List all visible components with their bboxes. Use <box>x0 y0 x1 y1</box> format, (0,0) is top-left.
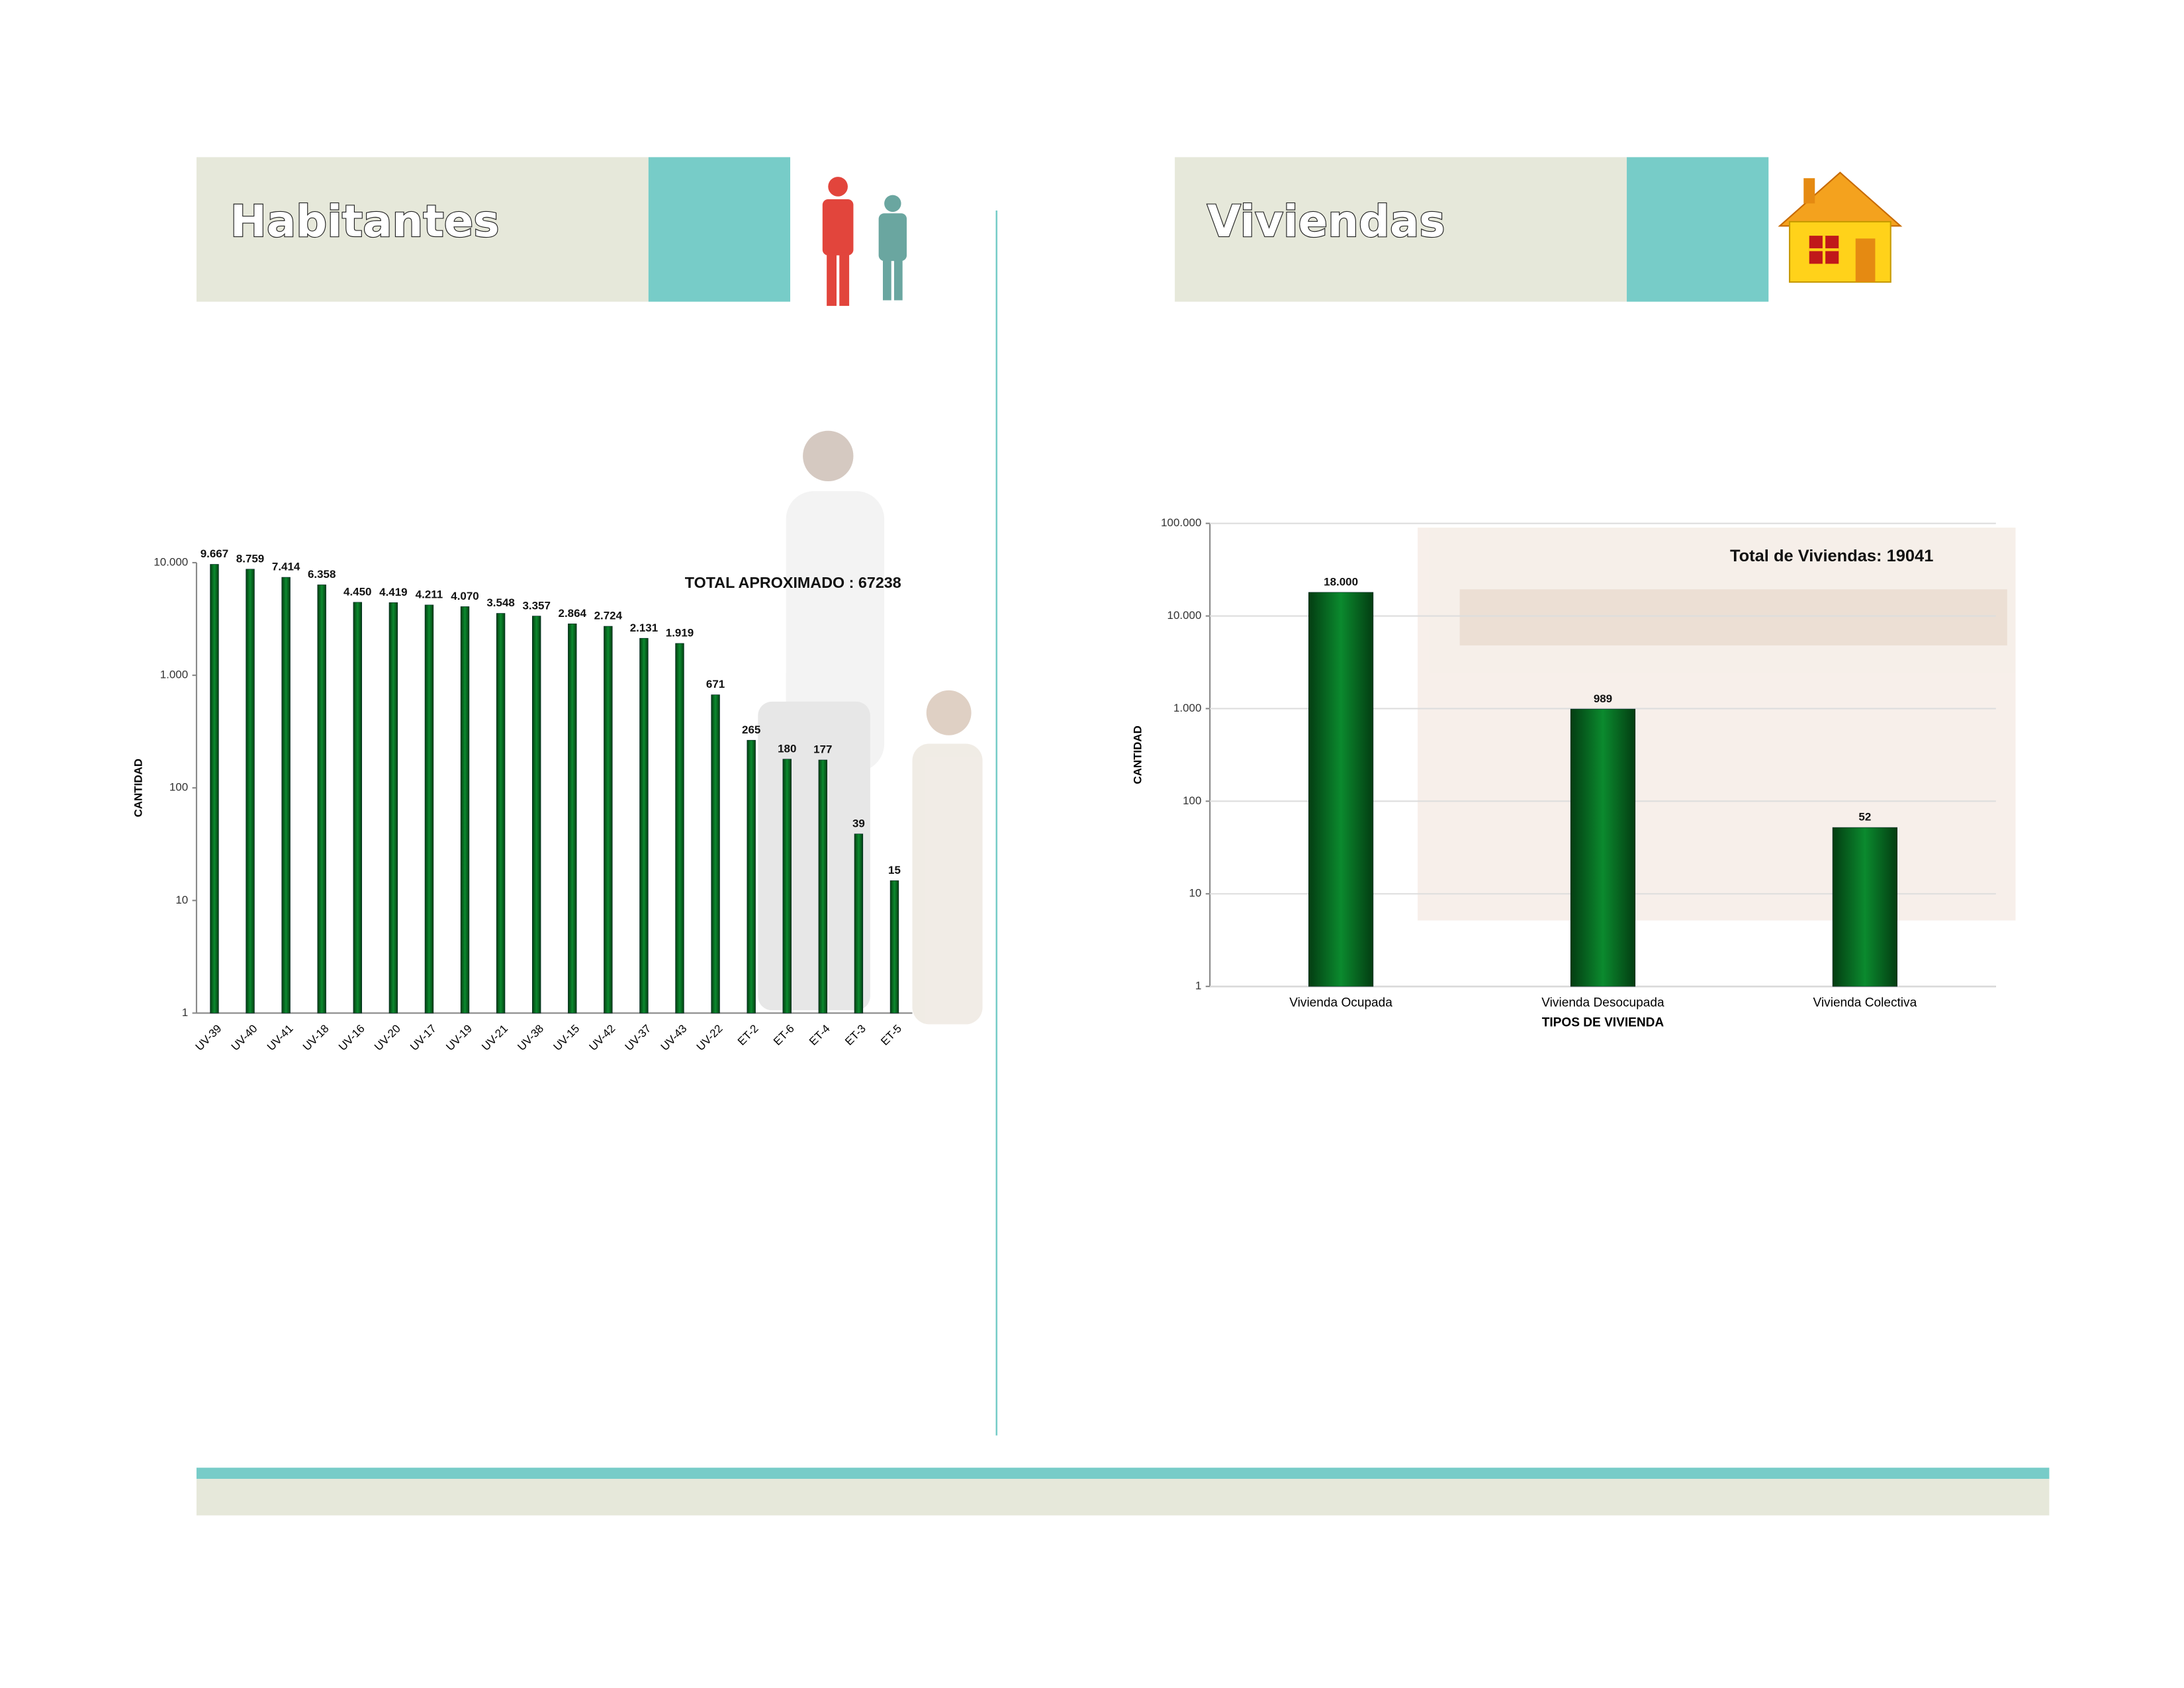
bar <box>532 616 541 1013</box>
bar <box>747 739 756 1013</box>
value-label: 671 <box>706 678 725 690</box>
x-tick-label: UV-20 <box>372 1022 403 1053</box>
bar <box>210 564 219 1013</box>
x-tick-label: UV-37 <box>623 1022 654 1053</box>
bar <box>246 569 255 1013</box>
x-tick-label: UV-39 <box>193 1022 224 1053</box>
bar <box>496 613 506 1013</box>
annotation: TOTAL APROXIMADO : 67238 <box>685 574 901 591</box>
x-tick-label: UV-15 <box>551 1022 582 1053</box>
value-label: 2.864 <box>559 607 587 620</box>
bar <box>711 694 720 1013</box>
annotation: Total de Viviendas: 19041 <box>1730 547 1933 565</box>
value-label: 4.070 <box>451 590 478 602</box>
x-tick-label: UV-16 <box>336 1022 367 1053</box>
x-tick-label: ET-6 <box>771 1022 797 1048</box>
bar <box>353 602 362 1013</box>
y-tick-label: 10.000 <box>1167 609 1202 622</box>
y-tick-label: 10 <box>1189 887 1202 900</box>
x-tick-label: ET-4 <box>807 1022 833 1048</box>
value-label: 9.667 <box>201 547 228 560</box>
value-label: 3.548 <box>486 596 514 609</box>
bar <box>1832 827 1897 987</box>
x-tick-label: UV-43 <box>659 1022 690 1053</box>
y-tick-label: 1 <box>1195 980 1201 992</box>
x-tick-label: UV-40 <box>229 1022 260 1053</box>
x-tick-label: Vivienda Ocupada <box>1289 996 1392 1010</box>
bar <box>782 759 792 1013</box>
y-tick-label: 10 <box>175 894 188 906</box>
value-label: 8.759 <box>236 552 264 565</box>
value-label: 18.000 <box>1324 575 1358 588</box>
chart-title: Viviendas <box>1207 197 1445 247</box>
value-label: 3.357 <box>522 599 550 612</box>
y-tick-label: 10.000 <box>154 555 188 568</box>
x-tick-label: UV-41 <box>265 1022 296 1053</box>
header-band <box>1175 157 1627 302</box>
value-label: 4.419 <box>379 586 407 598</box>
footer-band <box>196 1479 2050 1516</box>
bar <box>317 585 326 1013</box>
bar <box>1570 708 1636 987</box>
photo-backdrop <box>758 430 2016 1025</box>
x-tick-label: UV-22 <box>694 1022 725 1053</box>
header-accent <box>648 157 791 302</box>
bar <box>281 577 291 1013</box>
header-accent <box>1627 157 1769 302</box>
bar <box>604 626 613 1013</box>
bar <box>568 624 577 1013</box>
value-label: 4.211 <box>416 588 443 601</box>
bar <box>424 604 434 1013</box>
x-axis-label: TIPOS DE VIVIENDA <box>1542 1015 1664 1029</box>
x-tick-label: ET-3 <box>842 1022 868 1048</box>
y-tick-label: 1.000 <box>1173 702 1201 714</box>
y-tick-label: 1.000 <box>160 669 188 681</box>
bar <box>388 602 398 1013</box>
house-icon <box>1778 171 1903 283</box>
value-label: 52 <box>1858 811 1871 823</box>
value-label: 989 <box>1594 692 1612 705</box>
x-tick-label: UV-18 <box>300 1022 332 1053</box>
x-tick-label: UV-19 <box>443 1022 475 1053</box>
y-axis-label: CANTIDAD <box>132 759 144 818</box>
bar <box>460 606 470 1013</box>
footer-accent <box>196 1468 2050 1479</box>
value-label: 265 <box>742 724 760 736</box>
x-tick-label: Vivienda Desocupada <box>1541 996 1664 1010</box>
value-label: 39 <box>852 817 865 829</box>
x-tick-label: Vivienda Colectiva <box>1813 996 1917 1010</box>
value-label: 15 <box>888 864 901 876</box>
value-label: 4.450 <box>343 585 371 598</box>
y-tick-label: 100 <box>1183 794 1201 807</box>
x-tick-label: UV-42 <box>587 1022 618 1053</box>
x-tick-label: UV-17 <box>408 1022 439 1053</box>
x-tick-label: UV-21 <box>479 1022 510 1053</box>
people-icon <box>822 177 907 306</box>
y-axis-label: CANTIDAD <box>1131 726 1144 784</box>
value-label: 7.414 <box>272 561 300 573</box>
bar <box>854 833 864 1013</box>
y-tick-label: 100.000 <box>1161 516 1201 529</box>
value-label: 2.131 <box>630 622 658 634</box>
bar <box>889 880 899 1013</box>
x-tick-label: UV-38 <box>515 1022 546 1053</box>
value-label: 2.724 <box>594 610 623 622</box>
bar <box>675 643 684 1013</box>
bar <box>818 759 828 1013</box>
value-label: 1.919 <box>666 627 694 639</box>
value-label: 177 <box>813 743 832 756</box>
value-label: 180 <box>778 742 796 755</box>
x-tick-label: ET-5 <box>878 1022 904 1048</box>
bar <box>1308 592 1374 987</box>
value-label: 6.358 <box>308 568 336 581</box>
chart-title: Habitantes <box>230 197 500 247</box>
y-tick-label: 100 <box>169 781 188 794</box>
x-tick-label: ET-2 <box>735 1022 761 1048</box>
y-tick-label: 1 <box>182 1006 188 1019</box>
bar <box>639 637 649 1013</box>
header-band <box>196 157 649 302</box>
